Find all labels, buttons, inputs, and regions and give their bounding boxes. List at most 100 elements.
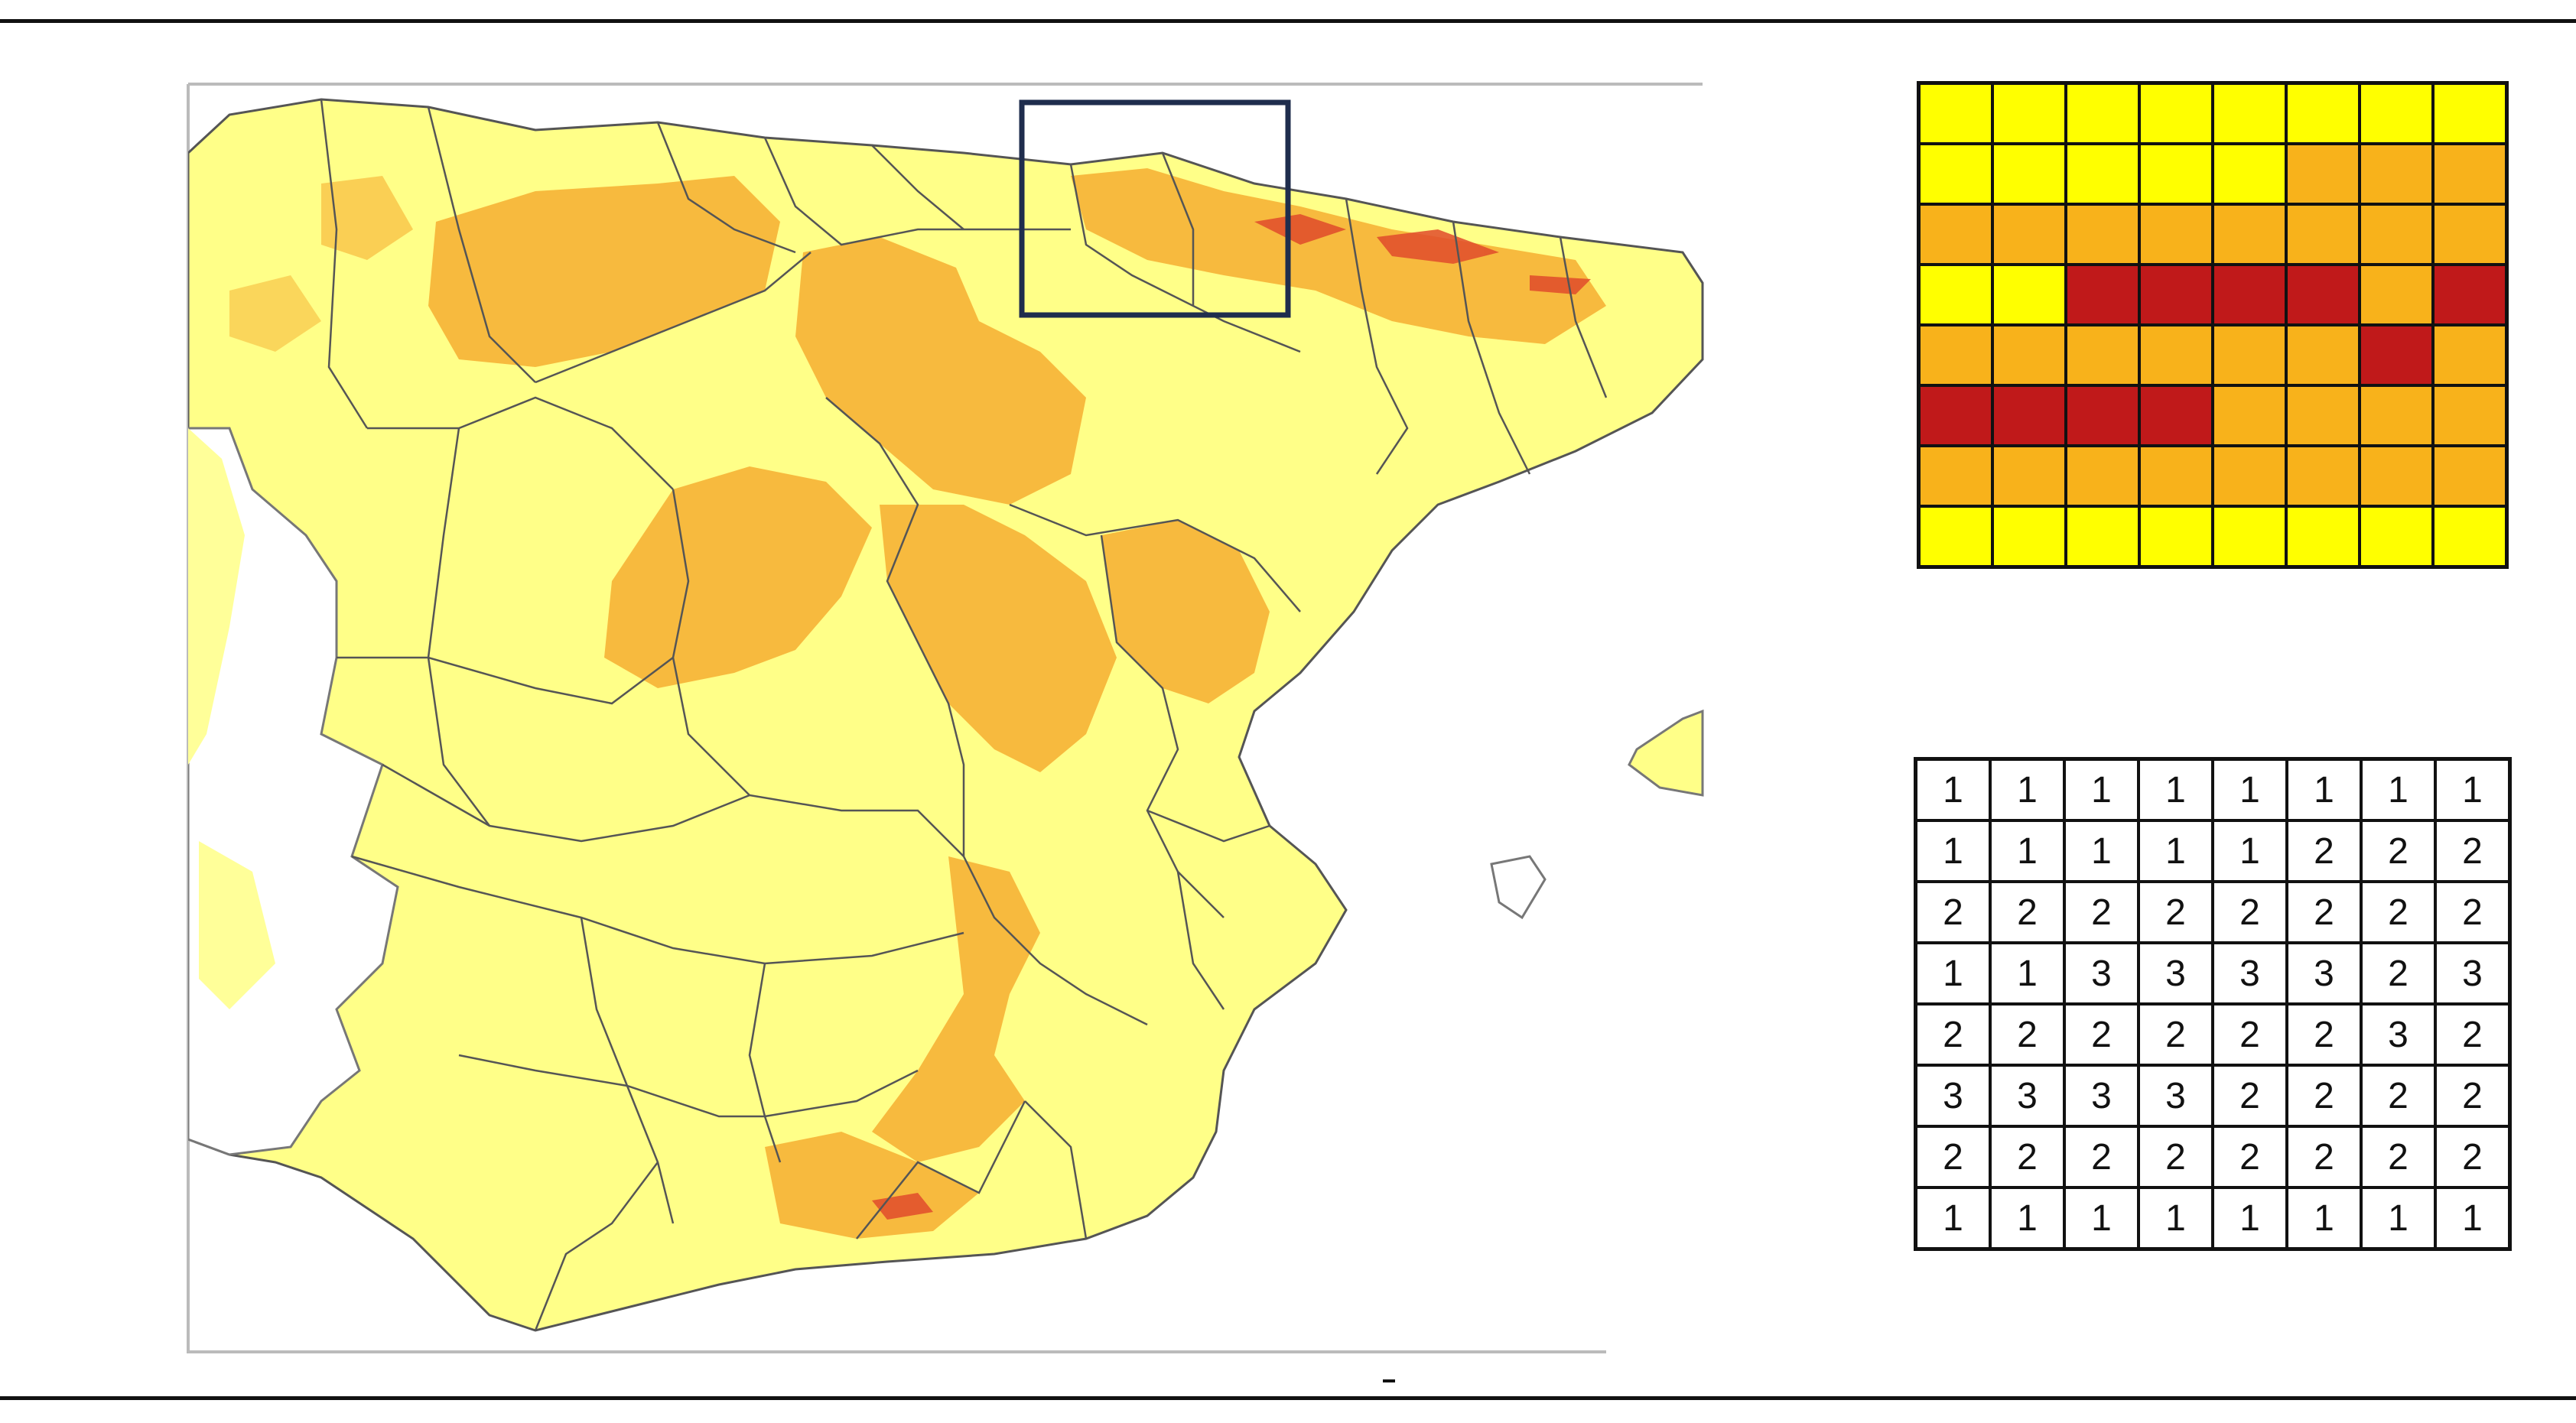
color-cell bbox=[2213, 325, 2286, 385]
color-cell bbox=[2213, 204, 2286, 265]
number-cell: 2 bbox=[2435, 1004, 2509, 1065]
color-cell bbox=[2139, 506, 2213, 567]
color-cell bbox=[2213, 506, 2286, 567]
color-cell bbox=[2433, 83, 2506, 144]
color-cell bbox=[1919, 506, 1992, 567]
color-cell bbox=[2360, 265, 2433, 325]
color-cell bbox=[2286, 385, 2360, 446]
number-cell: 3 bbox=[2064, 1065, 2139, 1126]
color-cell bbox=[1919, 385, 1992, 446]
color-cell bbox=[2360, 325, 2433, 385]
number-cell: 2 bbox=[2064, 1126, 2139, 1187]
color-cell bbox=[2213, 144, 2286, 204]
number-cell: 1 bbox=[2064, 759, 2139, 820]
number-cell: 2 bbox=[1916, 882, 1990, 943]
color-cell bbox=[2433, 325, 2506, 385]
number-cell: 2 bbox=[2361, 943, 2435, 1004]
number-cell: 2 bbox=[2361, 882, 2435, 943]
color-cell bbox=[2139, 144, 2213, 204]
number-cell: 2 bbox=[2064, 882, 2139, 943]
province-borders bbox=[320, 99, 1608, 1331]
number-cell: 3 bbox=[2064, 943, 2139, 1004]
color-cell bbox=[1919, 144, 1992, 204]
color-cell bbox=[2360, 385, 2433, 446]
color-cell bbox=[2066, 144, 2139, 204]
color-cell bbox=[2286, 144, 2360, 204]
number-cell: 1 bbox=[2139, 820, 2213, 882]
number-cell: 1 bbox=[1916, 759, 1990, 820]
color-cell bbox=[1919, 83, 1992, 144]
number-cell: 2 bbox=[2287, 882, 2361, 943]
number-cell: 2 bbox=[2361, 1065, 2435, 1126]
number-cell: 2 bbox=[2213, 1126, 2287, 1187]
color-cell bbox=[1919, 325, 1992, 385]
number-cell: 2 bbox=[2287, 1065, 2361, 1126]
number-cell: 1 bbox=[2213, 759, 2287, 820]
top-rule bbox=[0, 19, 2576, 23]
number-cell: 1 bbox=[2064, 1187, 2139, 1249]
number-cell: 1 bbox=[1916, 820, 1990, 882]
spain-elevation-map bbox=[187, 83, 1704, 1353]
color-cell bbox=[2213, 446, 2286, 506]
number-cell: 1 bbox=[2139, 759, 2213, 820]
color-cell bbox=[2066, 325, 2139, 385]
number-cell: 2 bbox=[2287, 820, 2361, 882]
number-cell: 2 bbox=[1990, 1004, 2064, 1065]
color-cell bbox=[2066, 265, 2139, 325]
number-cell: 1 bbox=[2287, 1187, 2361, 1249]
color-cell bbox=[2286, 506, 2360, 567]
number-cell: 2 bbox=[1990, 1126, 2064, 1187]
color-cell bbox=[2139, 446, 2213, 506]
color-cell bbox=[2139, 83, 2213, 144]
number-cell: 2 bbox=[1990, 882, 2064, 943]
color-cell bbox=[2286, 265, 2360, 325]
number-cell: 3 bbox=[2139, 1065, 2213, 1126]
number-cell: 3 bbox=[1990, 1065, 2064, 1126]
number-cell: 3 bbox=[2435, 943, 2509, 1004]
number-cell: 3 bbox=[2361, 1004, 2435, 1065]
color-cell bbox=[1992, 325, 2066, 385]
number-cell: 2 bbox=[2139, 1004, 2213, 1065]
number-cell: 3 bbox=[1916, 1065, 1990, 1126]
high-elevation-zones bbox=[872, 214, 1591, 1220]
number-cell: 1 bbox=[1990, 1187, 2064, 1249]
color-cell bbox=[2433, 144, 2506, 204]
number-cell: 2 bbox=[2287, 1126, 2361, 1187]
color-cell bbox=[2360, 144, 2433, 204]
number-cell: 2 bbox=[2361, 1126, 2435, 1187]
color-cell bbox=[2433, 446, 2506, 506]
number-cell: 2 bbox=[2287, 1004, 2361, 1065]
number-cell: 1 bbox=[1916, 1187, 1990, 1249]
color-cell bbox=[2360, 204, 2433, 265]
number-cell: 3 bbox=[2287, 943, 2361, 1004]
number-cell: 1 bbox=[2213, 820, 2287, 882]
number-cell: 2 bbox=[1916, 1126, 1990, 1187]
peninsula-land bbox=[188, 98, 1704, 1332]
color-cell bbox=[2139, 265, 2213, 325]
number-cell: 2 bbox=[2435, 1065, 2509, 1126]
number-cell: 2 bbox=[2435, 1126, 2509, 1187]
color-cell bbox=[2066, 446, 2139, 506]
number-cell: 2 bbox=[2213, 882, 2287, 943]
color-cell bbox=[2139, 204, 2213, 265]
number-cell: 1 bbox=[2213, 1187, 2287, 1249]
bottom-rule bbox=[0, 1396, 2576, 1400]
color-cell bbox=[2433, 204, 2506, 265]
color-cell bbox=[2286, 325, 2360, 385]
color-cell bbox=[2433, 385, 2506, 446]
color-cell bbox=[1992, 83, 2066, 144]
number-cell: 2 bbox=[1916, 1004, 1990, 1065]
selected-zone-box bbox=[1019, 99, 1291, 318]
number-cell: 2 bbox=[2139, 882, 2213, 943]
number-cell: 2 bbox=[2435, 820, 2509, 882]
color-cell bbox=[2139, 385, 2213, 446]
color-cell bbox=[2360, 83, 2433, 144]
color-cell bbox=[2066, 83, 2139, 144]
color-cell bbox=[1919, 204, 1992, 265]
number-cell: 1 bbox=[2139, 1187, 2213, 1249]
color-cell bbox=[1992, 265, 2066, 325]
number-cell: 2 bbox=[2213, 1065, 2287, 1126]
color-cell bbox=[2433, 265, 2506, 325]
number-cell: 2 bbox=[2435, 882, 2509, 943]
number-cell: 1 bbox=[2435, 759, 2509, 820]
